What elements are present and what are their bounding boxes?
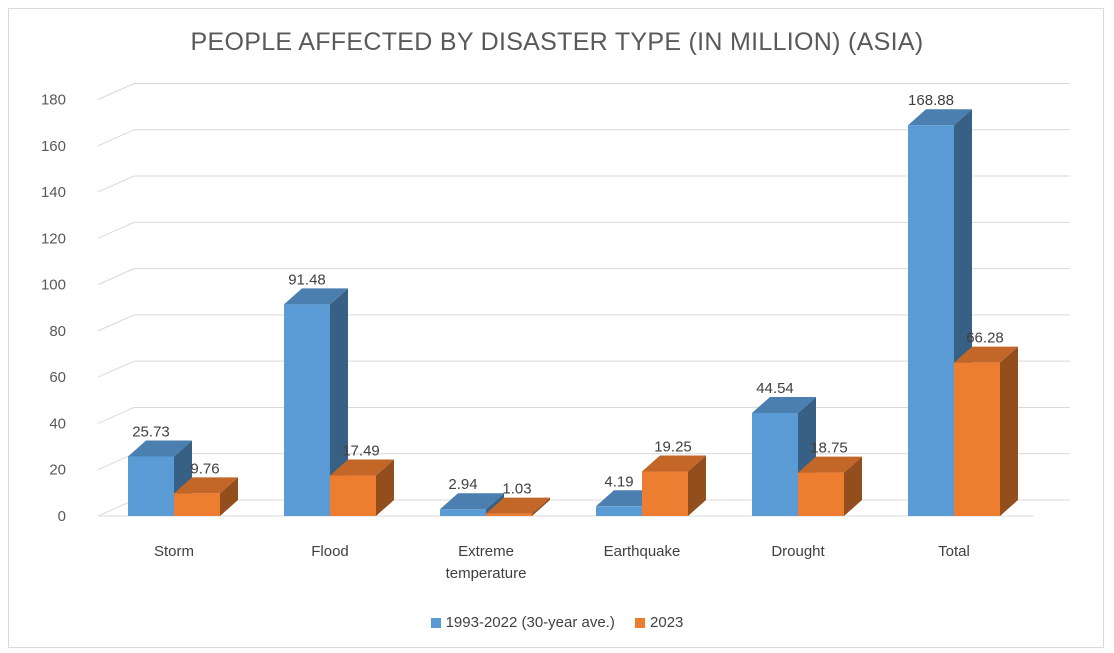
y-tick-label-120: 120 bbox=[41, 230, 66, 247]
gridline-side-120 bbox=[97, 221, 135, 239]
gridline-side-180 bbox=[97, 83, 135, 100]
gridline-side-100 bbox=[97, 268, 135, 286]
bar-top-series-1-1 bbox=[284, 288, 348, 305]
bar-series-2-5 bbox=[954, 362, 1000, 516]
x-tick-label-1-0: Flood bbox=[311, 543, 349, 560]
x-tick-label-3-0: Earthquake bbox=[604, 543, 681, 560]
x-tick-label-2-1: temperature bbox=[446, 565, 527, 582]
bar-series-1-0 bbox=[128, 456, 174, 516]
bar-series-1-3 bbox=[596, 506, 642, 516]
bar-side-series-2-2 bbox=[532, 497, 550, 516]
y-tick-label-80: 80 bbox=[49, 323, 66, 340]
bar-series-1-4 bbox=[752, 412, 798, 516]
chart-title: PEOPLE AFFECTED BY DISASTER TYPE (IN MIL… bbox=[190, 28, 924, 56]
data-label-series-2-3: 19.25 bbox=[654, 438, 692, 455]
bar-series-1-5 bbox=[908, 125, 954, 517]
bar-side-series-2-0 bbox=[220, 477, 238, 516]
bar-top-series-2-1 bbox=[330, 459, 394, 476]
data-label-series-2-5: 66.28 bbox=[966, 330, 1004, 347]
gridline-side-160 bbox=[97, 129, 135, 147]
y-tick-label-140: 140 bbox=[41, 184, 66, 201]
bar-top-series-2-4 bbox=[798, 456, 862, 473]
y-tick-label-40: 40 bbox=[49, 415, 66, 432]
legend-swatch-series-1 bbox=[430, 617, 441, 628]
data-label-series-2-0: 9.76 bbox=[190, 460, 219, 477]
bar-series-2-0 bbox=[174, 493, 220, 516]
bar-series-2-4 bbox=[798, 472, 844, 516]
y-tick-label-20: 20 bbox=[49, 462, 66, 479]
bar-side-series-1-1 bbox=[330, 288, 348, 516]
bar-series-1-1 bbox=[284, 304, 330, 516]
gridline-side-40 bbox=[97, 406, 135, 424]
legend-label-series-2: 2023 bbox=[650, 614, 684, 631]
x-tick-label-4-0: Drought bbox=[771, 543, 825, 560]
x-tick-label-0-0: Storm bbox=[154, 543, 194, 560]
y-tick-label-60: 60 bbox=[49, 369, 66, 386]
x-tick-label-5-0: Total bbox=[938, 543, 970, 560]
data-label-series-1-2: 2.94 bbox=[448, 476, 477, 493]
bar-side-series-2-4 bbox=[844, 456, 862, 516]
bar-series-2-3 bbox=[642, 471, 688, 516]
x-tick-label-2-0: Extreme bbox=[458, 543, 514, 560]
bar-top-series-2-5 bbox=[954, 346, 1018, 363]
y-tick-label-180: 180 bbox=[41, 92, 66, 109]
data-label-series-2-1: 17.49 bbox=[342, 443, 380, 460]
data-label-series-2-4: 18.75 bbox=[810, 440, 848, 457]
data-label-series-1-1: 91.48 bbox=[288, 271, 326, 288]
bar-series-2-2 bbox=[486, 513, 532, 516]
legend-item-series-1: 1993-2022 (30-year ave.) bbox=[430, 614, 615, 631]
y-tick-label-160: 160 bbox=[41, 138, 66, 155]
data-label-series-1-5: 168.88 bbox=[908, 92, 954, 109]
bar-top-series-1-2 bbox=[440, 493, 504, 510]
gridline-side-60 bbox=[97, 360, 135, 378]
data-label-series-1-4: 44.54 bbox=[756, 380, 794, 397]
y-tick-label-0: 0 bbox=[58, 508, 66, 525]
legend-swatch-series-2 bbox=[635, 617, 646, 628]
data-label-series-1-0: 25.73 bbox=[132, 423, 170, 440]
bar-top-series-2-0 bbox=[174, 477, 238, 494]
bar-top-series-2-3 bbox=[642, 455, 706, 472]
bar-side-series-2-1 bbox=[376, 459, 394, 516]
gridline-side-20 bbox=[97, 453, 135, 471]
gridline-side-140 bbox=[97, 175, 135, 193]
bar-chart: 0 20 40 60 80 100 120 140 160 180 25.73 9.76 Storm 91… bbox=[41, 83, 1070, 582]
bar-top-series-2-2 bbox=[486, 497, 550, 514]
legend-item-series-2: 2023 bbox=[635, 614, 683, 631]
bar-side-series-2-3 bbox=[688, 455, 706, 516]
bar-top-series-1-4 bbox=[752, 396, 816, 413]
bar-top-series-1-0 bbox=[128, 440, 192, 457]
data-label-series-1-3: 4.19 bbox=[604, 473, 633, 490]
chart-legend: 1993-2022 (30-year ave.) 2023 bbox=[0, 614, 1114, 632]
legend-label-series-1: 1993-2022 (30-year ave.) bbox=[445, 614, 615, 631]
bar-side-series-2-5 bbox=[1000, 346, 1018, 516]
gridline-side-80 bbox=[97, 314, 135, 332]
data-label-series-2-2: 1.03 bbox=[502, 481, 531, 498]
bar-series-2-1 bbox=[330, 475, 376, 516]
bar-top-series-1-5 bbox=[908, 109, 972, 126]
y-tick-label-100: 100 bbox=[41, 277, 66, 294]
bar-series-1-2 bbox=[440, 509, 486, 516]
